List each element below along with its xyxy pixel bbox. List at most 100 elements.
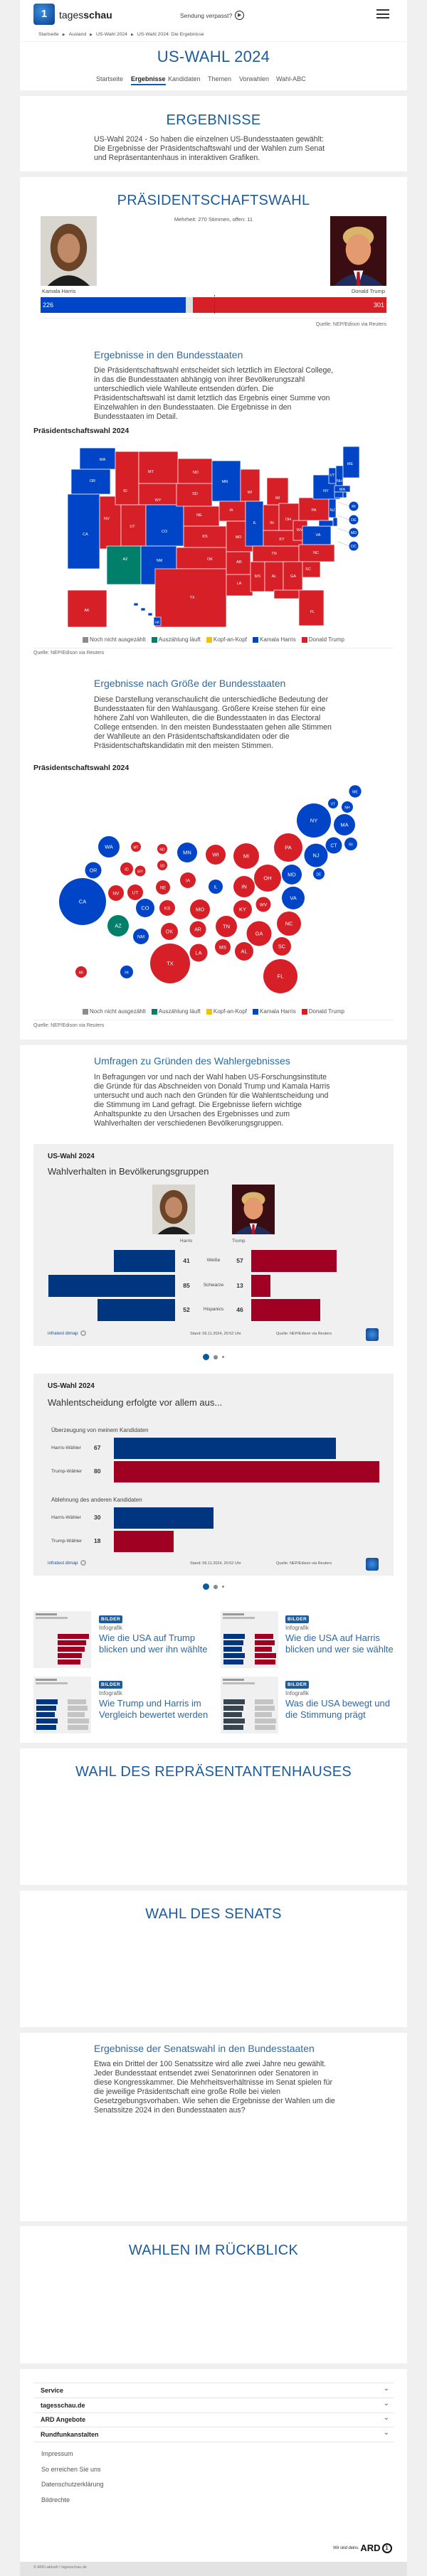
carousel-dot[interactable]: [222, 1586, 224, 1588]
carousel-dots[interactable]: [0, 1581, 427, 1593]
bubble-fl[interactable]: FL: [263, 959, 297, 993]
state-ct[interactable]: [334, 491, 344, 498]
bubble-hi[interactable]: HI: [120, 966, 133, 978]
bubble-al[interactable]: AL: [235, 942, 253, 961]
bubble-va[interactable]: VA: [282, 887, 305, 909]
state-ms[interactable]: MS: [250, 561, 265, 592]
bubble-wa[interactable]: WA: [98, 836, 120, 857]
state-de[interactable]: [332, 517, 338, 527]
carousel-dot[interactable]: [214, 1354, 218, 1359]
bubble-id[interactable]: ID: [120, 862, 133, 875]
state-ak[interactable]: AK: [67, 589, 107, 628]
state-tn[interactable]: TN: [252, 545, 300, 562]
state-ok[interactable]: OK: [176, 547, 227, 570]
state-ar[interactable]: AR: [226, 551, 251, 575]
state-pa[interactable]: PA: [298, 497, 330, 521]
footer-accordion-rundfunkanstalten[interactable]: Rundfunkanstalten ⌄: [33, 2427, 394, 2443]
state-id[interactable]: ID: [115, 451, 139, 506]
missed-show-link[interactable]: Sendung verpasst? ▶: [180, 11, 245, 20]
bubble-la[interactable]: LA: [189, 944, 208, 962]
tab-themen[interactable]: Themen: [208, 75, 232, 82]
state-sd[interactable]: SD: [176, 483, 213, 507]
state-in[interactable]: IN: [263, 504, 280, 531]
state-mn[interactable]: MN: [211, 460, 241, 502]
related-title[interactable]: Wie die USA auf Trump blicken und wer ih…: [99, 1632, 208, 1655]
state-nj[interactable]: NJ: [328, 498, 337, 518]
related-article[interactable]: BILDER Infografik Was die USA bewegt und d…: [221, 1677, 399, 1735]
tab-vorwahlen[interactable]: Vorwahlen: [239, 75, 270, 82]
state-ne[interactable]: NE: [183, 506, 220, 527]
state-co[interactable]: CO: [145, 504, 184, 547]
state-mt[interactable]: MT: [138, 451, 179, 484]
state-il[interactable]: IL: [245, 501, 264, 547]
state-nh[interactable]: NH: [335, 465, 344, 488]
related-article[interactable]: BILDER Infografik Wie Trump und Harris im …: [33, 1677, 211, 1735]
state-callout-md[interactable]: MD: [337, 528, 359, 538]
tagesschau-logo-icon[interactable]: 1: [33, 4, 55, 25]
state-ia[interactable]: IA: [218, 501, 246, 522]
bubble-ia[interactable]: IA: [180, 872, 196, 888]
carousel-dot[interactable]: [203, 1354, 209, 1361]
bubble-sd[interactable]: SD: [157, 860, 167, 870]
bubble-map[interactable]: ME VT NH NY MA CT RI WA MT ND MN WI MI PA NJ OR ID WY SD IA…: [0, 775, 427, 1003]
bubble-tx[interactable]: TX: [150, 944, 190, 983]
bubble-ks[interactable]: KS: [159, 900, 175, 916]
carousel-dots[interactable]: [0, 1351, 427, 1364]
bubble-wv[interactable]: WV: [255, 897, 271, 912]
carousel-dot[interactable]: [214, 1584, 218, 1589]
bubble-wy[interactable]: WY: [135, 865, 146, 877]
bubble-or[interactable]: OR: [85, 862, 102, 879]
state-vt[interactable]: VT: [328, 467, 337, 484]
breadcrumb-item[interactable]: Startseite: [38, 32, 59, 37]
related-title[interactable]: Wie Trump und Harris im Vergleich bewert…: [99, 1698, 209, 1720]
state-me[interactable]: ME: [342, 446, 360, 479]
breadcrumb-item[interactable]: US-Wahl 2024: [96, 32, 127, 37]
state-wa[interactable]: WA: [79, 447, 116, 470]
state-ut[interactable]: UT: [120, 504, 147, 547]
footer-accordion-ard-angebote[interactable]: ARD Angebote ⌄: [33, 2412, 394, 2428]
state-callout-dc[interactable]: DC: [337, 541, 359, 551]
tab-startseite[interactable]: Startseite: [96, 75, 124, 82]
footer-link[interactable]: Impressum: [41, 2450, 73, 2457]
bubble-ca[interactable]: CA: [59, 878, 106, 925]
state-wy[interactable]: WY: [138, 483, 177, 506]
state-al[interactable]: AL: [264, 561, 284, 592]
bubble-ar[interactable]: AR: [189, 921, 206, 938]
carousel-dot[interactable]: [203, 1583, 209, 1591]
bubble-nm[interactable]: NM: [133, 929, 149, 944]
bubble-mn[interactable]: MN: [177, 843, 197, 862]
bubble-ms[interactable]: MS: [215, 939, 231, 955]
bubble-nv[interactable]: NV: [108, 885, 124, 901]
bubble-ne[interactable]: NE: [156, 880, 170, 894]
bubble-ga[interactable]: GA: [246, 921, 272, 946]
state-va[interactable]: VA: [302, 525, 332, 545]
bubble-mi[interactable]: MI: [233, 843, 259, 869]
bubble-az[interactable]: AZ: [107, 915, 129, 936]
bubble-oh[interactable]: OH: [254, 865, 281, 892]
footer-accordion-tagesschau-de[interactable]: tagesschau.de ⌄: [33, 2398, 394, 2413]
bubble-nc[interactable]: NC: [277, 912, 301, 936]
bubble-ok[interactable]: OK: [161, 923, 178, 940]
bubble-me[interactable]: ME: [349, 785, 362, 798]
hamburger-menu-icon[interactable]: [376, 9, 389, 18]
bubble-ky[interactable]: KY: [233, 900, 252, 919]
bubble-mt[interactable]: MT: [131, 842, 141, 852]
state-hi[interactable]: HI: [133, 602, 162, 626]
state-az[interactable]: AZ: [106, 545, 142, 585]
bubble-ri[interactable]: RI: [344, 838, 357, 850]
state-mi[interactable]: MI: [266, 477, 289, 506]
bubble-ny[interactable]: NY: [297, 803, 331, 838]
bubble-nd[interactable]: ND: [157, 844, 167, 854]
bubble-de[interactable]: DE: [313, 868, 325, 880]
bubble-ak[interactable]: AK: [75, 966, 87, 978]
related-article[interactable]: BILDER Infografik Wie die USA auf Harris b…: [221, 1611, 399, 1669]
footer-link[interactable]: Bildrechte: [41, 2496, 70, 2503]
bubble-ma[interactable]: MA: [334, 814, 355, 835]
state-or[interactable]: OR: [70, 469, 111, 495]
bubble-tn[interactable]: TN: [216, 916, 237, 937]
state-nd[interactable]: ND: [177, 458, 213, 484]
state-ma[interactable]: MA: [334, 485, 351, 493]
state-wi[interactable]: WI: [240, 469, 260, 502]
bubble-il[interactable]: IL: [209, 880, 223, 894]
logo-wordmark[interactable]: tagesschau: [59, 9, 112, 21]
